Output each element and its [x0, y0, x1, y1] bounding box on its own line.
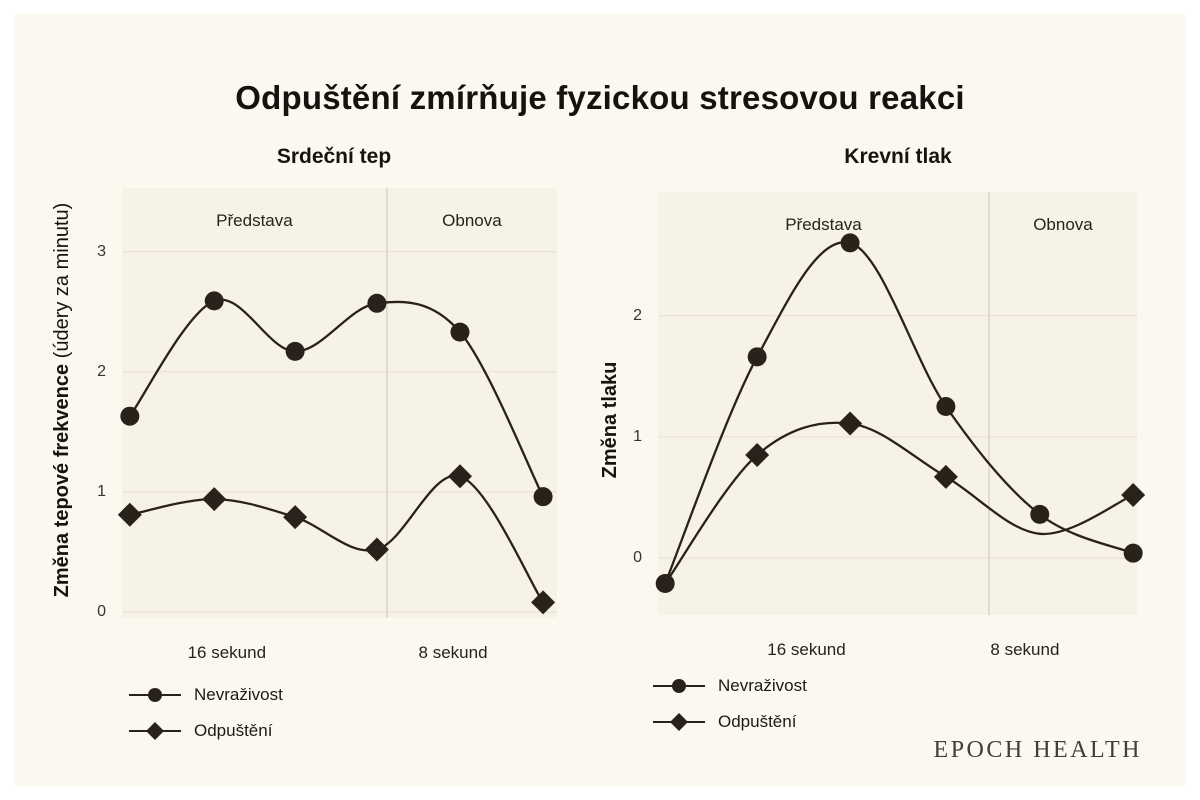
data-point-diamond: [531, 590, 556, 615]
y-tick-label: 1: [97, 482, 106, 500]
y-axis-label: Změna tlaku: [596, 100, 624, 740]
region-label: Obnova: [1033, 215, 1093, 234]
data-point-circle: [1030, 504, 1050, 524]
data-point-diamond: [283, 505, 308, 530]
data-point-circle: [367, 293, 387, 313]
region-label: Obnova: [442, 211, 502, 230]
data-point-diamond: [670, 713, 688, 731]
data-point-circle: [747, 347, 767, 367]
legend-label: Odpuštění: [718, 712, 797, 731]
data-point-circle: [285, 341, 305, 361]
y-axis-label-bold: Změna tlaku: [599, 361, 621, 479]
series-line-circle: [664, 241, 1135, 585]
series-line-circle: [128, 298, 545, 498]
region-label: Představa: [785, 215, 862, 234]
y-tick-label: 3: [97, 242, 106, 260]
y-tick-label: 0: [633, 549, 642, 567]
y-axis-label-unit: (údery za minutu): [51, 202, 73, 364]
chart-title: Krevní tlak: [844, 145, 952, 168]
x-tick-label: 8 sekund: [990, 640, 1060, 659]
data-point-diamond: [117, 502, 142, 527]
legend-label: Odpuštění: [194, 721, 273, 740]
y-tick-label: 1: [633, 427, 642, 445]
legend-label: Nevraživost: [718, 676, 807, 695]
y-tick-label: 0: [97, 602, 106, 620]
data-point-diamond: [202, 487, 227, 512]
data-point-circle: [120, 406, 140, 426]
plot-background: [122, 188, 557, 618]
plot-background: [658, 192, 1137, 615]
legend-label: Nevraživost: [194, 685, 283, 704]
legend-marker-circle: [129, 688, 181, 702]
legend-item: Nevraživost: [127, 677, 283, 713]
data-point-circle: [204, 291, 224, 311]
x-tick-label: 16 sekund: [187, 643, 267, 662]
data-point-circle: [148, 688, 162, 702]
y-tick-label: 2: [97, 362, 106, 380]
legend-item: Odpuštění: [127, 713, 283, 749]
region-label: Představa: [216, 211, 293, 230]
x-tick-label: 8 sekund: [418, 643, 488, 662]
data-point-circle: [450, 322, 470, 342]
data-point-circle: [936, 397, 956, 417]
y-axis-label-bold: Změna tepové frekvence: [51, 363, 73, 598]
series-line-diamond: [664, 421, 1135, 585]
data-point-circle: [533, 487, 553, 507]
data-point-diamond: [838, 411, 863, 436]
series-line-diamond: [128, 474, 545, 604]
data-point-diamond: [745, 443, 770, 468]
x-tick-label: 16 sekund: [767, 640, 846, 659]
page-title: Odpuštění zmírňuje fyzickou stresovou re…: [235, 79, 965, 116]
legend-item: Nevraživost: [651, 668, 807, 704]
data-point-diamond: [933, 464, 958, 489]
legend-item: Odpuštění: [651, 704, 807, 740]
plot-canvas: [117, 188, 557, 618]
legend: Nevraživost Odpuštění: [127, 677, 283, 749]
brand-logo: EPOCH HEALTH: [933, 737, 1142, 763]
y-tick-label: 2: [633, 306, 642, 324]
data-point-circle: [840, 233, 860, 253]
plot-canvas: [655, 192, 1146, 615]
data-point-diamond: [364, 537, 389, 562]
data-point-diamond: [447, 464, 472, 489]
legend-marker-diamond: [129, 722, 181, 740]
legend-marker-diamond: [653, 713, 705, 731]
data-point-diamond: [1121, 483, 1146, 508]
y-axis-label: Změna tepové frekvence (údery za minutu): [48, 80, 76, 720]
legend-marker-circle: [653, 679, 705, 693]
data-point-diamond: [146, 722, 164, 740]
chart-title: Srdeční tep: [276, 145, 392, 168]
data-point-circle: [1123, 543, 1143, 563]
legend: Nevraživost Odpuštění: [651, 668, 807, 740]
data-point-circle: [672, 679, 686, 693]
